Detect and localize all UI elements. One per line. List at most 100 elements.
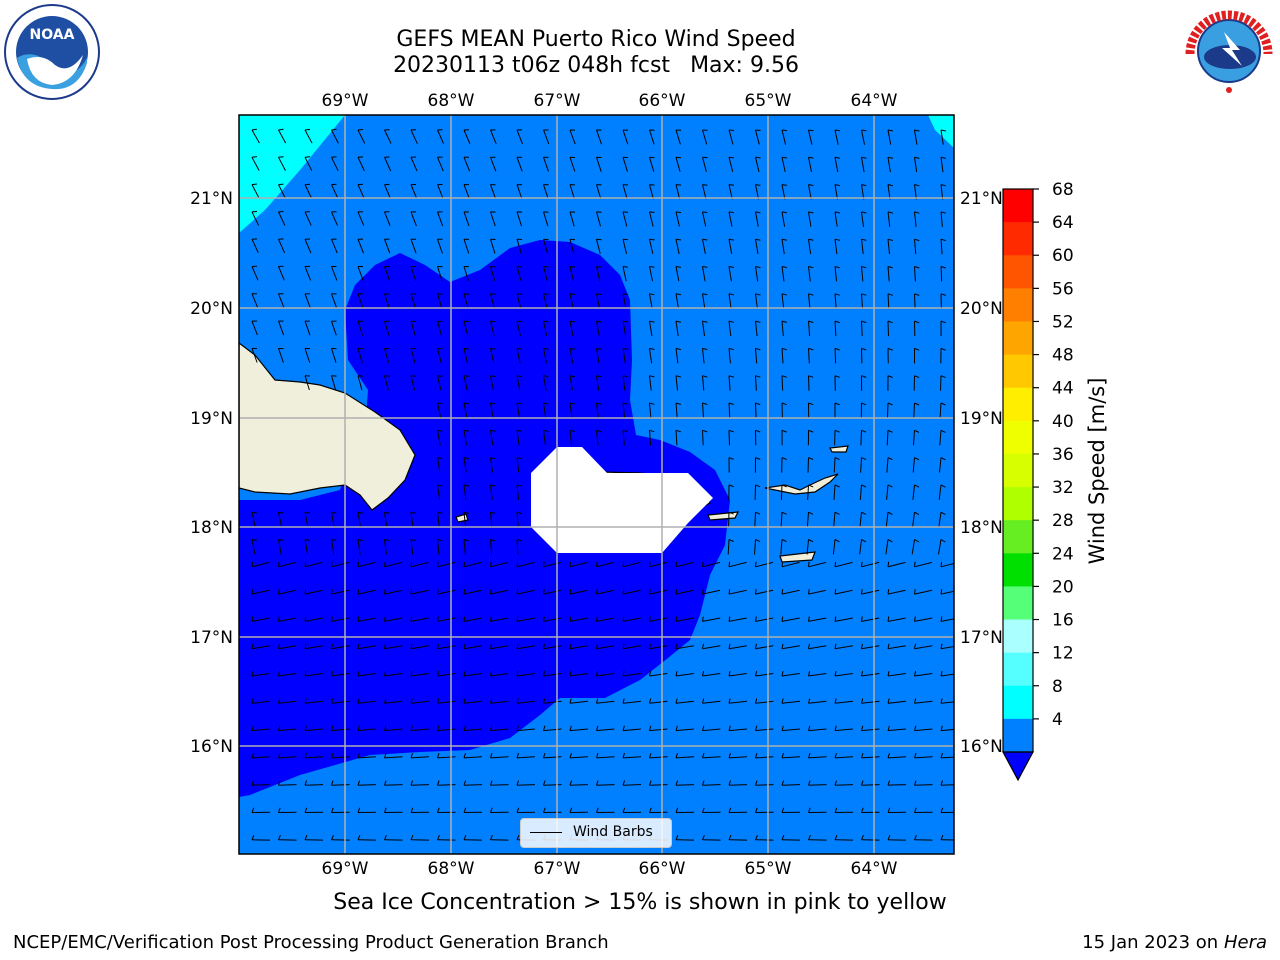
- wind-barb: [569, 728, 588, 732]
- wind-barb: [675, 673, 694, 677]
- wind-barb-flag: [940, 835, 944, 840]
- wind-barb-flag: [781, 266, 788, 269]
- wind-barb: [834, 617, 853, 622]
- wind-barb-flag: [755, 266, 761, 269]
- wind-barb: [808, 700, 827, 704]
- wind-barb-flag: [596, 752, 599, 759]
- wind-barb-flag: [861, 429, 867, 433]
- wind-barb-flag: [569, 752, 572, 759]
- wind-barb: [649, 211, 654, 227]
- wind-barb: [834, 239, 838, 255]
- wind-barb: [331, 157, 339, 172]
- wind-barb-flag: [649, 752, 652, 759]
- wind-barb: [861, 728, 880, 732]
- wind-barb: [569, 129, 576, 145]
- wind-barb-flag: [755, 484, 761, 488]
- wind-barb: [463, 561, 482, 568]
- wind-barb-flag: [808, 725, 811, 731]
- wind-barb: [251, 320, 258, 336]
- wind-barb-flag: [808, 402, 814, 406]
- wind-barb: [304, 700, 323, 704]
- wind-barb: [596, 348, 600, 364]
- wind-barb-flag: [251, 210, 258, 213]
- wind-barb: [278, 700, 297, 704]
- wind-barb: [649, 375, 652, 391]
- wind-barb: [675, 561, 694, 568]
- wind-barb-flag: [861, 807, 864, 813]
- wind-barb-flag: [755, 725, 758, 731]
- wind-barb: [914, 673, 933, 677]
- wind-barb-flag: [781, 402, 787, 406]
- wind-barb: [543, 617, 562, 622]
- wind-barb-flag: [278, 561, 280, 567]
- wind-barb: [516, 402, 520, 418]
- wind-barb: [649, 129, 655, 145]
- wind-barb-flag: [463, 807, 467, 813]
- wind-barb: [755, 617, 774, 622]
- wind-barb: [490, 157, 497, 172]
- wind-barb-flag: [437, 484, 443, 487]
- wind-barb-flag: [304, 670, 307, 677]
- wind-barb-flag: [940, 670, 943, 677]
- wind-barb: [832, 539, 836, 555]
- wind-barb-flag: [914, 807, 917, 813]
- wind-barb: [384, 266, 390, 281]
- wind-barb-flag: [516, 670, 519, 677]
- wind-barb: [463, 402, 468, 418]
- wind-barb-flag: [808, 293, 814, 296]
- wind-barb-flag: [940, 725, 943, 731]
- wind-barb-flag: [304, 539, 310, 541]
- lat-label-right: 18°N: [960, 518, 1003, 538]
- wind-barb: [675, 589, 694, 595]
- wind-barb: [622, 756, 642, 759]
- wind-barb: [887, 617, 906, 622]
- colorbar-segment: [1003, 354, 1033, 389]
- wind-barb-flag: [675, 402, 681, 405]
- wind-barb-flag: [728, 429, 734, 433]
- wind-barb: [702, 617, 721, 622]
- wind-barb: [728, 561, 747, 568]
- wind-barb: [728, 129, 734, 145]
- map-area: [239, 115, 954, 854]
- wind-barb: [887, 645, 906, 650]
- wind-barb-flag: [384, 643, 386, 649]
- wind-barb: [939, 402, 942, 419]
- wind-barb: [569, 321, 574, 336]
- wind-barb: [806, 512, 809, 528]
- wind-barb: [490, 617, 509, 622]
- wind-barb-flag: [463, 561, 466, 567]
- wind-barb-flag: [596, 266, 602, 268]
- wind-barb-flag: [596, 429, 602, 433]
- wind-barb: [808, 673, 827, 677]
- wind-barb-flag: [808, 561, 810, 567]
- wind-barb-flag: [437, 807, 440, 813]
- wind-barb-flag: [887, 670, 890, 677]
- wind-barb: [675, 756, 695, 759]
- wind-barb-flag: [437, 835, 440, 840]
- wind-barb: [437, 617, 456, 622]
- wind-barb: [781, 645, 800, 650]
- wind-barb: [887, 756, 907, 759]
- wind-barb: [781, 728, 800, 732]
- wind-barb-flag: [781, 156, 787, 159]
- wind-barb-flag: [887, 725, 890, 731]
- wind-barb-flag: [755, 129, 761, 131]
- wind-barb-flag: [728, 266, 735, 268]
- wind-barb: [304, 756, 324, 759]
- wind-barb-flag: [649, 698, 652, 704]
- wind-barb-flag: [569, 320, 575, 323]
- wind-barb: [914, 756, 933, 759]
- wind-barb-flag: [490, 698, 493, 704]
- wind-barb: [834, 784, 854, 786]
- wind-barb: [569, 430, 573, 446]
- wind-barb: [596, 700, 615, 704]
- wind-barb: [437, 728, 456, 732]
- wind-barb-flag: [596, 238, 602, 241]
- wind-barb-flag: [887, 293, 893, 296]
- wind-barb-flag: [437, 511, 443, 514]
- wind-barb-flag: [251, 725, 254, 731]
- wind-barb-flag: [410, 807, 414, 813]
- wind-barb-flag: [861, 402, 867, 406]
- colorbar-tick-label: 60: [1052, 246, 1074, 266]
- wind-barb: [278, 728, 297, 732]
